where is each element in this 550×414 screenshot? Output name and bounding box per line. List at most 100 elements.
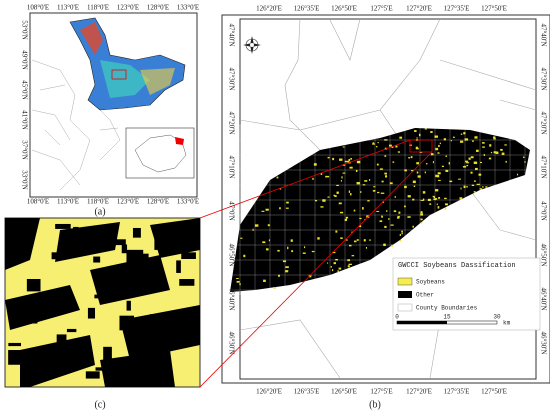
scale-bar (397, 321, 447, 324)
lat-label: 37°0'N (20, 140, 28, 160)
panel-a-boundaries (31, 59, 121, 191)
soybean-pixel (482, 186, 484, 188)
soybean-pixel (368, 179, 371, 181)
soybean-pixel (464, 138, 469, 141)
field-patch (126, 249, 144, 265)
lon-label: 123°0'E (117, 4, 139, 12)
soybean-pixel (344, 160, 349, 163)
soybean-pixel (422, 198, 425, 201)
soybean-pixel (285, 270, 289, 273)
lon-label: 126°50'E (331, 5, 357, 13)
soybean-pixel (326, 175, 330, 178)
soybean-pixel (445, 155, 448, 157)
lon-label: 127°35'E (444, 388, 470, 396)
soybean-pixel (397, 216, 400, 219)
soybean-pixel (439, 142, 441, 145)
soybean-pixel (473, 191, 476, 193)
lon-label: 123°0'E (117, 198, 139, 206)
zoom-line (199, 139, 411, 219)
soybean-pixel (438, 179, 441, 181)
soybean-pixel (417, 175, 421, 178)
lon-label: 126°35'E (294, 388, 320, 396)
soybean-pixel (345, 239, 348, 241)
soybean-pixel (505, 160, 507, 163)
soybean-pixel (363, 239, 366, 242)
soybean-pixel (415, 147, 419, 150)
soybean-pixel (432, 161, 434, 164)
lat-label: 46°40'N (539, 287, 547, 310)
soybean-pixel (434, 135, 438, 138)
soybean-pixel (404, 169, 407, 172)
soybean-pixel (339, 211, 344, 214)
soybean-pixel (262, 241, 266, 244)
soybean-pixel (364, 180, 368, 182)
soybean-pixel (465, 160, 469, 163)
soybean-pixel (384, 225, 387, 228)
soybean-pixel (327, 196, 330, 198)
field-patch (147, 260, 155, 271)
field-patch (74, 347, 86, 361)
soybean-pixel (493, 137, 496, 140)
soybean-pixel (435, 147, 439, 151)
soybean-pixel (388, 144, 392, 147)
soybean-pixel (351, 255, 355, 257)
lon-label: 126°35'E (294, 5, 320, 13)
field-patch (177, 317, 195, 332)
lon-label: 113°0'E (57, 198, 79, 206)
soybean-pixel (452, 136, 455, 138)
soybean-pixel (339, 158, 343, 161)
soybean-pixel (437, 152, 440, 154)
soybean-pixel (327, 156, 330, 159)
lon-label: 126°20'E (256, 388, 282, 396)
soybean-pixel (412, 198, 415, 201)
soybean-pixel (368, 239, 372, 241)
lon-label: 128°0'E (147, 4, 169, 12)
legend-label: County Boundaries (416, 305, 478, 312)
legend-label: Soybeans (416, 279, 445, 286)
soybean-pixel (394, 196, 396, 198)
lon-label: 113°0'E (57, 4, 79, 12)
soybean-pixel (236, 277, 239, 280)
soybean-pixel (345, 217, 348, 220)
field-patch (108, 239, 126, 246)
soybean-pixel (419, 151, 423, 154)
soybean-pixel (404, 185, 407, 189)
soybean-pixel (356, 182, 360, 185)
soybean-pixel (476, 149, 479, 152)
soybean-pixel (372, 142, 375, 144)
field-patch (8, 342, 22, 347)
lon-label: 127°35'E (444, 5, 470, 13)
legend-swatch (397, 277, 413, 286)
soybean-pixel (332, 157, 335, 161)
field-patch (26, 278, 41, 292)
soybean-pixel (372, 143, 375, 145)
soybean-pixel (279, 188, 282, 190)
soybean-pixel (416, 171, 419, 174)
soybean-pixel (341, 176, 343, 179)
north-arrow (243, 36, 261, 54)
scale-unit: km (503, 320, 511, 327)
soybean-pixel (438, 144, 440, 148)
soybean-pixel (474, 180, 476, 182)
soybean-pixel (437, 206, 440, 209)
soybean-pixel (460, 133, 463, 135)
soybean-pixel (312, 178, 314, 180)
soybean-pixel (432, 195, 435, 198)
soybean-pixel (470, 171, 473, 174)
lat-label: 47°30'N (539, 67, 547, 90)
soybean-pixel (433, 196, 436, 199)
field-patch (154, 234, 161, 250)
lat-label: 46°30'N (227, 331, 235, 354)
lon-label: 133°0'E (177, 198, 199, 206)
soybean-pixel (348, 190, 351, 193)
soybean-pixel (353, 209, 356, 212)
soybean-pixel (449, 180, 453, 183)
soybean-pixel (384, 155, 387, 157)
map-shading (140, 68, 175, 95)
soybean-pixel (337, 270, 339, 273)
soybean-pixel (495, 151, 499, 155)
field-patch (66, 328, 77, 333)
soybean-pixel (398, 211, 401, 214)
soybean-pixel (350, 158, 352, 160)
